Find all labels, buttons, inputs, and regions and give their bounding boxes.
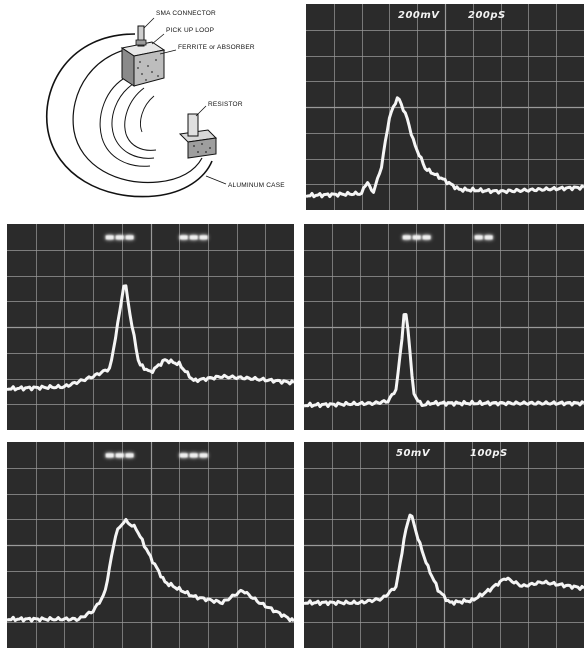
- pickup-sensor-diagram: SMA CONNECTOR PICK UP LOOP FERRITE or AB…: [30, 6, 292, 202]
- scope-volts-label: 200mV: [398, 10, 440, 21]
- graticule: [304, 442, 584, 648]
- scope-volts-label: ▬▬▬: [105, 450, 135, 461]
- graticule: [306, 4, 584, 210]
- waveform-trace: [304, 513, 584, 607]
- waveform-trace: [7, 284, 294, 392]
- scope-mid-right: ▬▬▬ ▬▬: [304, 224, 584, 430]
- scope-bottom-right: 50mV 100pS: [304, 442, 584, 648]
- waveform-trace: [304, 313, 584, 409]
- callout-aluminum-case: ALUMINUM CASE: [228, 182, 285, 189]
- scope-mid-left: ▬▬▬ ▬▬▬: [7, 224, 294, 430]
- graticule: [7, 442, 294, 648]
- scope-screen-mid-left: [7, 224, 294, 430]
- callout-pickup-loop: PICK UP LOOP: [166, 27, 215, 34]
- scope-time-label: ▬▬▬: [179, 232, 209, 243]
- scope-screen-mid-right: [304, 224, 584, 430]
- waveform-trace: [306, 96, 584, 199]
- sensor-drawing: [46, 17, 227, 198]
- scope-time-label: ▬▬: [474, 232, 494, 243]
- callout-ferrite-absorber: FERRITE or ABSORBER: [178, 44, 255, 51]
- scope-time-label: 100pS: [470, 448, 508, 459]
- waveform-trace: [7, 517, 294, 623]
- scope-screen-bottom-right: [304, 442, 584, 648]
- scope-bottom-left: ▬▬▬ ▬▬▬: [7, 442, 294, 648]
- scope-screen-top-right: [306, 4, 584, 210]
- scope-volts-label: 50mV: [396, 448, 431, 459]
- graticule: [7, 224, 294, 430]
- scope-volts-label: ▬▬▬: [105, 232, 135, 243]
- callout-sma-connector: SMA CONNECTOR: [156, 10, 216, 17]
- scope-time-label: ▬▬▬: [179, 450, 209, 461]
- graticule: [304, 224, 584, 430]
- scope-top-right: 200mV 200pS: [306, 4, 584, 210]
- scope-time-label: 200pS: [468, 10, 506, 21]
- scope-screen-bottom-left: [7, 442, 294, 648]
- scope-volts-label: ▬▬▬: [402, 232, 432, 243]
- callout-resistor: RESISTOR: [208, 101, 243, 108]
